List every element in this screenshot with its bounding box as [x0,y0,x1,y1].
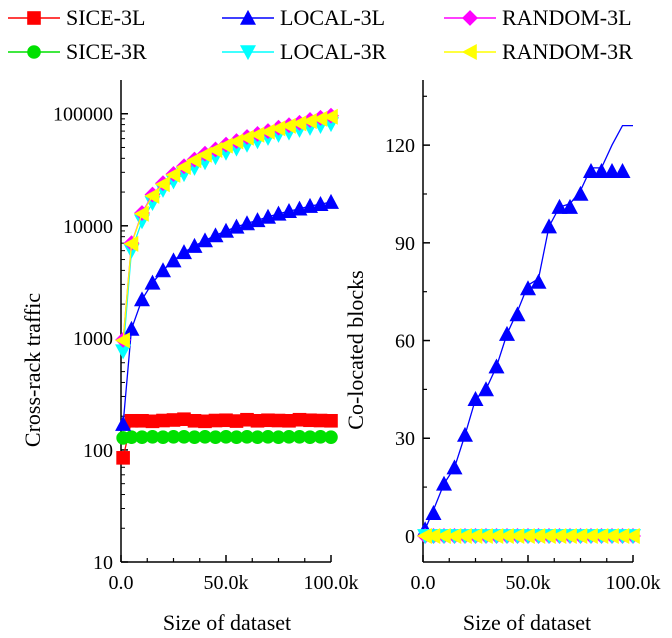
y-tick-label: 1000 [73,328,113,350]
point-local-3l [322,193,340,209]
legend-label-sice-3l: SICE-3L [66,5,145,30]
point-random-3r [280,117,296,134]
series-random-3r [416,527,640,544]
point-random-3r [175,158,191,175]
point-local-3l [446,459,463,475]
legend-label-local-3l: LOCAL-3L [280,5,385,30]
y-tick-label: 120 [385,135,415,157]
x-tick-label: 100.0k [606,572,661,594]
point-sice-3r [324,430,338,444]
series-sice-3r [116,429,338,445]
point-random-3r [165,166,181,183]
point-random-3r [196,146,212,163]
point-random-3r [144,187,160,204]
legend-marker-random-3r [461,43,477,61]
point-local-3l [540,218,558,234]
point-random-3r [624,527,640,544]
point-random-3r [186,152,202,169]
y-tick-label: 10000 [63,216,113,238]
legend-marker-local-3r [239,45,257,61]
point-local-3l [425,505,442,520]
point-local-3l [435,475,453,491]
right-y-axis-title: Co-located blocks [343,270,368,429]
point-sice-3l [324,413,338,428]
legend-label-local-3r: LOCAL-3R [280,39,387,64]
point-random-3r [291,115,307,132]
right-chart-co-located-blocks: Co-located blocks Size of dataset 0.0 50.… [343,80,661,635]
point-random-3r [322,108,338,125]
point-local-3l [133,291,151,307]
point-local-3l [593,163,610,178]
point-random-3r [114,332,130,349]
point-random-3r [270,120,286,137]
point-local-3l [477,381,495,397]
point-local-3l [498,325,516,341]
point-local-3l [572,185,589,201]
point-local-3l [488,358,505,374]
series-local-3r [115,117,340,360]
point-local-3l [207,227,224,243]
point-local-3l [582,163,600,178]
point-local-3l [165,252,182,268]
y-tick-label: 60 [395,331,415,353]
point-local-3l [115,415,132,431]
point-local-3l [551,198,568,214]
point-local-3l [603,163,621,178]
point-random-3r [123,235,139,252]
point-local-3l [509,306,526,322]
x-tick-label: 100.0k [304,572,359,594]
legend-marker-random-3l [462,10,478,26]
point-local-3l [561,198,579,214]
point-local-3l [154,262,172,278]
point-local-3l [456,426,474,442]
series-local-3l [115,193,340,431]
y-tick-label: 100000 [53,104,113,126]
point-local-3l [530,273,547,289]
y-tick-label: 10 [93,552,113,574]
point-local-3l [614,163,631,178]
y-tick-label: 30 [395,428,415,450]
legend-marker-sice-3r [27,45,41,59]
legend-marker-sice-3l [27,11,41,25]
point-random-3r [154,176,170,193]
left-x-axis-title: Size of dataset [163,610,291,635]
point-sice-3l [116,451,130,465]
series-local-3l [417,124,633,537]
point-local-3l [217,222,235,238]
right-x-axis-title: Size of dataset [463,610,591,635]
legend-label-random-3l: RANDOM-3L [502,5,632,30]
point-random-3r [238,129,254,146]
y-tick-label: 90 [395,233,415,255]
point-local-3l [123,320,140,336]
legend: SICE-3L LOCAL-3L RANDOM-3L SICE-3R LOCAL-3R R… [8,5,633,64]
legend-label-sice-3r: SICE-3R [66,39,147,64]
point-random-3r [207,141,223,158]
legend-marker-local-3l [239,9,257,25]
x-tick-label: 0.0 [411,572,436,594]
series-random-3r [114,108,338,349]
point-local-3l [467,391,484,406]
x-tick-label: 50.0k [506,572,551,594]
left-chart-cross-rack-traffic: Cross-rack traffic Size of dataset 0.0 50… [20,80,359,635]
point-random-3r [133,205,149,222]
y-tick-label: 0 [405,526,415,548]
series-sice-3l [116,412,338,465]
point-local-3l [144,274,161,290]
point-random-3r [249,126,265,143]
left-y-axis-title: Cross-rack traffic [20,293,45,447]
point-random-3r [259,123,275,140]
x-tick-label: 50.0k [204,572,249,594]
x-tick-label: 0.0 [109,572,134,594]
legend-label-random-3r: RANDOM-3R [502,39,633,64]
y-tick-label: 100 [83,440,113,462]
